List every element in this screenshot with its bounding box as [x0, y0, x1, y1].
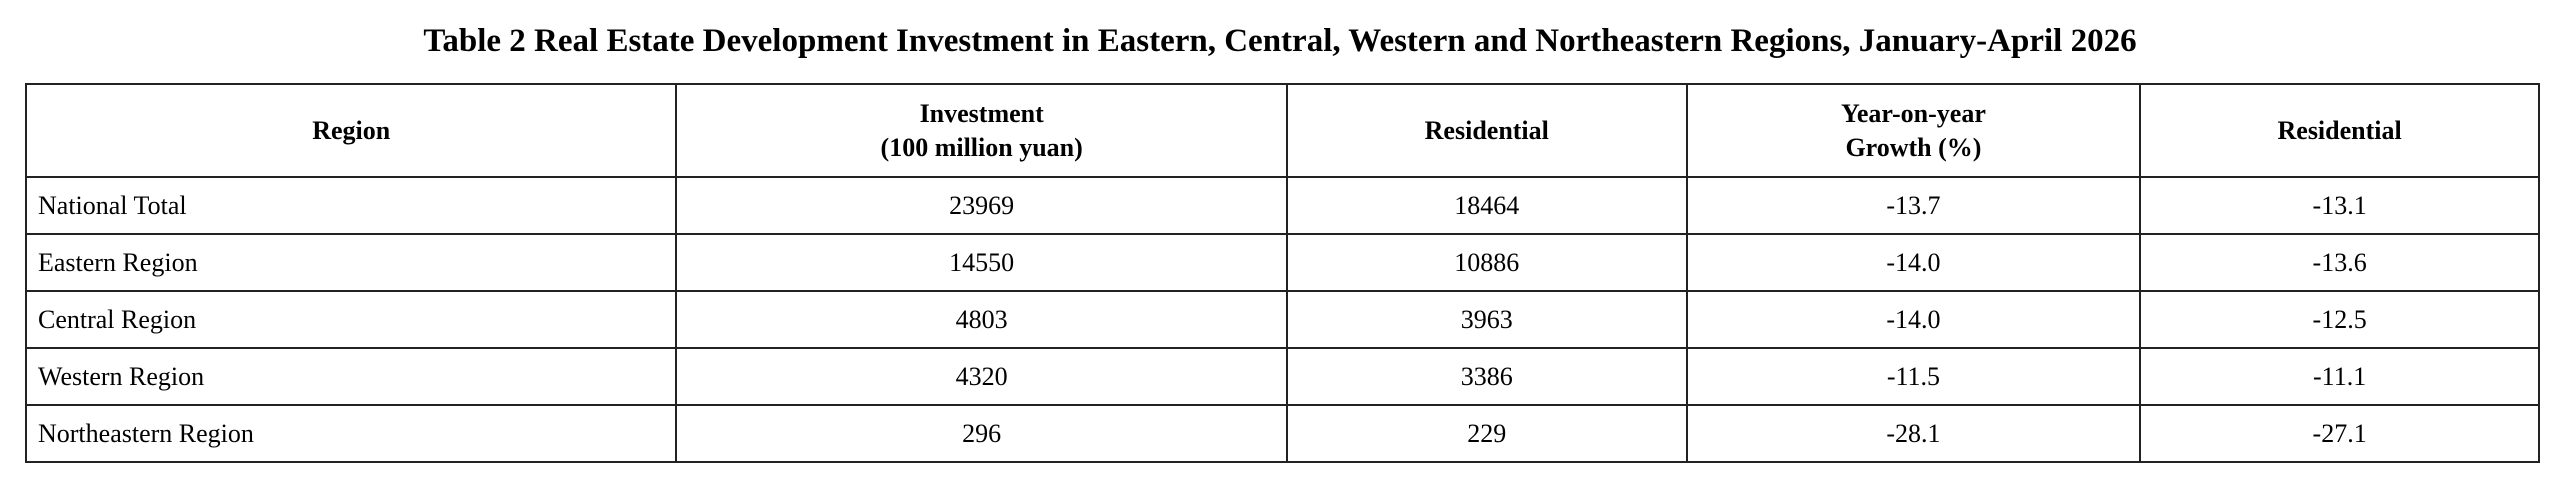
table-cell: -14.0 — [1685, 233, 2142, 292]
table-cell: -13.6 — [2139, 233, 2540, 292]
table-title: Table 2 Real Estate Development Investme… — [423, 23, 2137, 59]
header-row: Region Investment (100 million yuan) Reside… — [24, 83, 2540, 178]
table-row: Northeastern Region 296 229 -28.1 -27.1 — [24, 404, 2540, 463]
table-cell: -28.1 — [1685, 404, 2142, 463]
data-table: Region Investment (100 million yuan) Reside… — [24, 83, 2540, 463]
table-cell: 14550 — [675, 233, 1288, 292]
table-cell: -14.0 — [1685, 290, 2142, 349]
table-cell: 296 — [675, 404, 1288, 463]
table-cell: -11.1 — [2139, 347, 2540, 406]
header-text: Residential — [2277, 115, 2402, 145]
table-cell: 18464 — [1285, 176, 1688, 235]
table-cell: -11.5 — [1685, 347, 2142, 406]
table-cell: Central Region — [24, 290, 678, 349]
table-cell: -13.1 — [2139, 176, 2540, 235]
table-row: National Total 23969 18464 -13.7 -13.1 — [24, 176, 2540, 235]
table-cell: 3386 — [1285, 347, 1688, 406]
header-text: Year-on-year — [1841, 98, 1986, 128]
header-text: Residential — [1424, 115, 1549, 145]
header-cell: Residential — [1285, 83, 1688, 178]
table-cell: National Total — [24, 176, 678, 235]
table-body: National Total 23969 18464 -13.7 -13.1 Easter… — [24, 176, 2540, 463]
table-cell: -12.5 — [2139, 290, 2540, 349]
header-cell: Investment (100 million yuan) — [675, 83, 1288, 178]
table-cell: 23969 — [675, 176, 1288, 235]
table-row: Western Region 4320 3386 -11.5 -11.1 — [24, 347, 2540, 406]
header-text: Investment — [919, 98, 1044, 128]
table-cell: Northeastern Region — [24, 404, 678, 463]
table-cell: 4803 — [675, 290, 1288, 349]
header-text: (100 million yuan) — [880, 132, 1083, 162]
header-text: Growth (%) — [1845, 132, 1982, 162]
table-cell: Eastern Region — [24, 233, 678, 292]
header-cell: Region — [24, 83, 678, 178]
table-row: Central Region 4803 3963 -14.0 -12.5 — [24, 290, 2540, 349]
table-cell: Western Region — [24, 347, 678, 406]
header-text: Region — [312, 115, 391, 145]
table-cell: 4320 — [675, 347, 1288, 406]
table-cell: -27.1 — [2139, 404, 2540, 463]
table-cell: 229 — [1285, 404, 1688, 463]
table-cell: 3963 — [1285, 290, 1688, 349]
table-cell: -13.7 — [1685, 176, 2142, 235]
table-cell: 10886 — [1285, 233, 1688, 292]
table-row: Eastern Region 14550 10886 -14.0 -13.6 — [24, 233, 2540, 292]
header-cell: Year-on-year Growth (%) — [1685, 83, 2142, 178]
header-cell: Residential — [2139, 83, 2540, 178]
